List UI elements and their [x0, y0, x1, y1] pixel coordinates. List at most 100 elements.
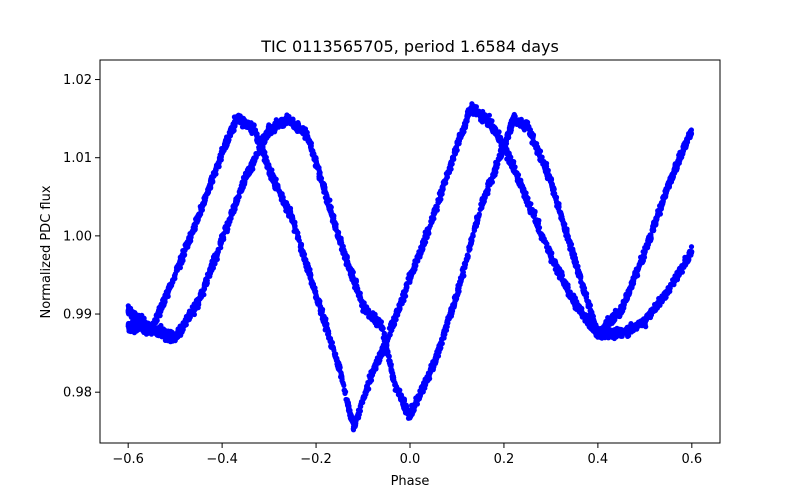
- data-point: [381, 335, 387, 341]
- data-point: [688, 131, 694, 137]
- data-point: [540, 234, 546, 240]
- data-point: [408, 269, 414, 275]
- data-point: [495, 161, 501, 167]
- data-point: [534, 217, 540, 223]
- data-point: [512, 164, 518, 170]
- data-point: [567, 243, 574, 249]
- data-point: [191, 222, 197, 228]
- data-point: [428, 219, 435, 226]
- data-point: [456, 137, 462, 143]
- data-point: [345, 400, 351, 406]
- data-point: [202, 197, 208, 203]
- data-point: [444, 174, 450, 181]
- data-point: [677, 153, 683, 159]
- data-point: [208, 179, 214, 185]
- data-point: [389, 323, 395, 329]
- data-point: [488, 119, 494, 125]
- data-point: [324, 323, 330, 329]
- data-point: [612, 307, 619, 313]
- data-point: [172, 271, 178, 277]
- data-point: [230, 125, 236, 131]
- data-point: [658, 202, 665, 208]
- data-point: [461, 129, 467, 135]
- data-point: [368, 377, 374, 384]
- data-point: [536, 229, 542, 235]
- data-point: [274, 186, 280, 192]
- data-point: [640, 253, 646, 259]
- data-point: [286, 212, 292, 218]
- data-point: [479, 205, 485, 211]
- data-point: [520, 188, 526, 195]
- data-point: [345, 405, 352, 411]
- data-point: [263, 158, 269, 164]
- data-point: [650, 227, 657, 233]
- data-point: [298, 241, 304, 247]
- data-point: [579, 308, 585, 314]
- data-point: [224, 142, 230, 148]
- data-point: [206, 269, 212, 276]
- data-point: [253, 130, 259, 136]
- data-point: [621, 330, 627, 336]
- data-point: [551, 260, 557, 266]
- data-point: [348, 268, 354, 274]
- data-point: [478, 113, 484, 119]
- data-point: [548, 256, 554, 262]
- data-point: [508, 127, 514, 133]
- data-point: [343, 389, 349, 395]
- data-point: [172, 275, 178, 282]
- data-point: [473, 223, 479, 229]
- data-point: [339, 373, 345, 379]
- data-point: [446, 169, 452, 175]
- data-point: [378, 349, 384, 355]
- data-point: [183, 320, 189, 327]
- data-point: [561, 278, 568, 284]
- data-point: [626, 287, 632, 293]
- data-point: [505, 134, 511, 140]
- data-point: [160, 297, 166, 303]
- data-point: [317, 298, 323, 304]
- data-point: [555, 268, 561, 275]
- data-point: [452, 294, 458, 300]
- data-point: [289, 218, 295, 224]
- data-point: [524, 199, 530, 205]
- data-point: [132, 325, 138, 331]
- data-point: [558, 214, 564, 221]
- data-point: [428, 215, 435, 221]
- series-branch-b: [125, 111, 695, 421]
- data-point: [486, 112, 492, 118]
- data-point: [435, 197, 441, 203]
- data-point: [187, 238, 193, 244]
- data-point: [332, 352, 338, 358]
- data-point: [301, 254, 307, 260]
- data-point: [155, 313, 161, 319]
- data-point: [240, 119, 246, 125]
- data-point: [361, 395, 367, 401]
- data-point: [174, 264, 180, 270]
- data-point: [182, 247, 188, 253]
- data-point: [634, 267, 640, 273]
- data-point: [482, 193, 488, 199]
- data-point: [571, 256, 577, 262]
- data-point: [224, 134, 230, 140]
- data-point: [274, 181, 280, 187]
- data-point: [680, 147, 686, 153]
- data-point: [303, 261, 309, 267]
- data-point: [436, 190, 442, 196]
- data-point: [378, 326, 384, 332]
- data-point: [140, 316, 146, 322]
- data-point: [237, 114, 243, 120]
- data-point: [396, 306, 403, 313]
- data-point: [386, 360, 393, 366]
- data-point: [444, 318, 450, 324]
- data-point: [546, 249, 552, 255]
- data-point: [194, 217, 200, 223]
- data-point: [515, 176, 521, 182]
- data-point: [473, 104, 479, 110]
- data-point: [517, 123, 523, 129]
- data-point: [215, 162, 221, 168]
- data-point: [636, 263, 642, 269]
- data-point: [308, 277, 314, 283]
- data-point: [212, 168, 218, 174]
- data-point: [205, 189, 211, 195]
